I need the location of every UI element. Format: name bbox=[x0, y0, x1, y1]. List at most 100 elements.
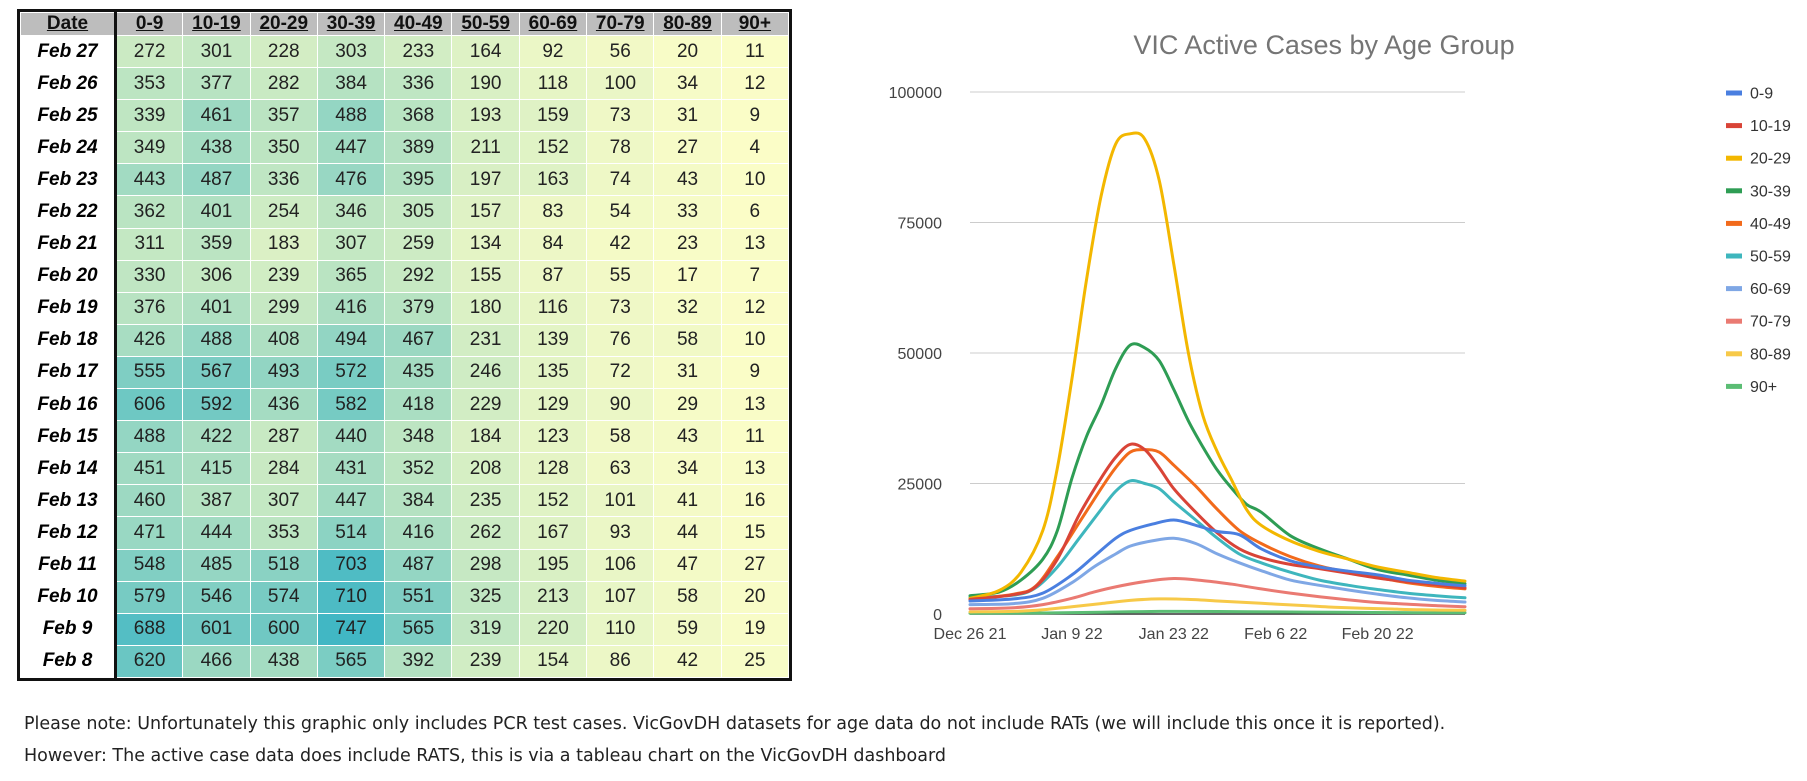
case-count-cell: 319 bbox=[451, 612, 520, 646]
age-column-header: 90+ bbox=[720, 12, 790, 36]
case-count-cell: 7 bbox=[720, 259, 790, 293]
row-date: Feb 25 bbox=[20, 99, 117, 133]
case-count-cell: 600 bbox=[249, 612, 318, 646]
case-count-cell: 74 bbox=[586, 163, 655, 197]
case-count-cell: 110 bbox=[586, 612, 655, 646]
case-count-cell: 78 bbox=[586, 131, 655, 165]
case-count-cell: 476 bbox=[316, 163, 386, 197]
table-row: Feb 18 426 488 408 494 467 231 139 76 58 10 bbox=[20, 323, 790, 357]
case-count-cell: 93 bbox=[586, 516, 655, 550]
legend-item: 60-69 bbox=[1726, 281, 1791, 298]
series-line-30-39 bbox=[968, 342, 1467, 598]
age-column-header: 60-69 bbox=[518, 12, 588, 36]
case-count-cell: 107 bbox=[586, 580, 655, 614]
footnotes: Please note: Unfortunately this graphic … bbox=[24, 708, 1445, 772]
row-date: Feb 13 bbox=[20, 484, 117, 518]
legend-label: 80-89 bbox=[1750, 346, 1791, 363]
case-count-cell: 190 bbox=[451, 67, 520, 101]
case-count-cell: 58 bbox=[653, 580, 722, 614]
case-count-cell: 83 bbox=[518, 195, 588, 229]
legend-swatch bbox=[1726, 351, 1742, 357]
legend-swatch bbox=[1726, 188, 1742, 194]
case-count-cell: 134 bbox=[451, 227, 520, 261]
legend-label: 30-39 bbox=[1750, 183, 1791, 200]
row-date: Feb 14 bbox=[20, 452, 117, 486]
case-count-cell: 352 bbox=[384, 452, 453, 486]
series-line-60-69 bbox=[968, 536, 1467, 607]
case-count-cell: 518 bbox=[249, 548, 318, 582]
chart-series-lines bbox=[968, 131, 1467, 615]
case-count-cell: 582 bbox=[316, 388, 386, 422]
case-count-cell: 84 bbox=[518, 227, 588, 261]
case-count-cell: 422 bbox=[182, 420, 251, 454]
case-count-cell: 15 bbox=[720, 516, 790, 550]
case-count-cell: 154 bbox=[518, 644, 588, 679]
chart-gridlines bbox=[970, 91, 1465, 615]
case-count-cell: 487 bbox=[182, 163, 251, 197]
case-count-cell: 54 bbox=[586, 195, 655, 229]
legend-label: 50-59 bbox=[1750, 249, 1791, 266]
table-row: Feb 9 688 601 600 747 565 319 220 110 59 19 bbox=[20, 612, 790, 646]
case-count-cell: 31 bbox=[653, 99, 722, 133]
case-count-cell: 10 bbox=[720, 163, 790, 197]
case-count-cell: 418 bbox=[384, 388, 453, 422]
case-count-cell: 438 bbox=[182, 131, 251, 165]
case-count-cell: 63 bbox=[586, 452, 655, 486]
case-count-cell: 193 bbox=[451, 99, 520, 133]
case-count-cell: 41 bbox=[653, 484, 722, 518]
age-heatmap-table-frame: Date 0-9 10-19 20-29 30-39 40-49 50-59 60-69 70-… bbox=[17, 9, 792, 681]
case-count-cell: 416 bbox=[316, 291, 386, 325]
case-count-cell: 116 bbox=[518, 291, 588, 325]
case-count-cell: 92 bbox=[518, 34, 588, 69]
case-count-cell: 58 bbox=[653, 323, 722, 357]
table-row: Feb 17 555 567 493 572 435 246 135 72 31 9 bbox=[20, 355, 790, 390]
case-count-cell: 128 bbox=[518, 452, 588, 486]
series-line-10-19 bbox=[968, 442, 1467, 601]
case-count-cell: 688 bbox=[114, 612, 184, 646]
case-count-cell: 13 bbox=[720, 388, 790, 422]
legend-item: 0-9 bbox=[1726, 86, 1773, 103]
case-count-cell: 239 bbox=[451, 644, 520, 679]
case-count-cell: 155 bbox=[451, 259, 520, 293]
case-count-cell: 20 bbox=[720, 580, 790, 614]
case-count-cell: 9 bbox=[720, 355, 790, 390]
case-count-cell: 601 bbox=[182, 612, 251, 646]
case-count-cell: 416 bbox=[384, 516, 453, 550]
case-count-cell: 565 bbox=[384, 612, 453, 646]
age-column-header: 80-89 bbox=[653, 12, 722, 36]
case-count-cell: 11 bbox=[720, 34, 790, 69]
case-count-cell: 25 bbox=[720, 644, 790, 679]
series-line-50-59 bbox=[968, 479, 1467, 600]
table-body: Feb 27 272 301 228 303 233 164 92 56 20 11 Feb 26 35… bbox=[20, 34, 790, 679]
case-count-cell: 87 bbox=[518, 259, 588, 293]
case-count-cell: 443 bbox=[114, 163, 184, 197]
note-rats: However: The active case data does inclu… bbox=[24, 746, 946, 766]
case-count-cell: 389 bbox=[384, 131, 453, 165]
case-count-cell: 86 bbox=[586, 644, 655, 679]
case-count-cell: 467 bbox=[384, 323, 453, 357]
row-date: Feb 24 bbox=[20, 131, 117, 165]
case-count-cell: 444 bbox=[182, 516, 251, 550]
series-line-70-79 bbox=[968, 576, 1467, 611]
case-count-cell: 461 bbox=[182, 99, 251, 133]
case-count-cell: 72 bbox=[586, 355, 655, 390]
case-count-cell: 415 bbox=[182, 452, 251, 486]
case-count-cell: 19 bbox=[720, 612, 790, 646]
table-row: Feb 14 451 415 284 431 352 208 128 63 34 13 bbox=[20, 452, 790, 486]
row-date: Feb 21 bbox=[20, 227, 117, 261]
table-row: Feb 16 606 592 436 582 418 229 129 90 29 13 bbox=[20, 388, 790, 422]
case-count-cell: 357 bbox=[249, 99, 318, 133]
x-tick-label: Dec 26 21 bbox=[934, 626, 1007, 643]
case-count-cell: 301 bbox=[182, 34, 251, 69]
case-count-cell: 135 bbox=[518, 355, 588, 390]
legend-item: 80-89 bbox=[1726, 346, 1791, 363]
series-line-0-9 bbox=[968, 518, 1467, 603]
case-count-cell: 348 bbox=[384, 420, 453, 454]
x-axis-ticks: Dec 26 21 Jan 9 22 Jan 23 22 Feb 6 22 Feb 20… bbox=[934, 626, 1414, 643]
case-count-cell: 211 bbox=[451, 131, 520, 165]
case-count-cell: 90 bbox=[586, 388, 655, 422]
case-count-cell: 106 bbox=[586, 548, 655, 582]
age-column-header: 30-39 bbox=[316, 12, 386, 36]
case-count-cell: 229 bbox=[451, 388, 520, 422]
case-count-cell: 208 bbox=[451, 452, 520, 486]
